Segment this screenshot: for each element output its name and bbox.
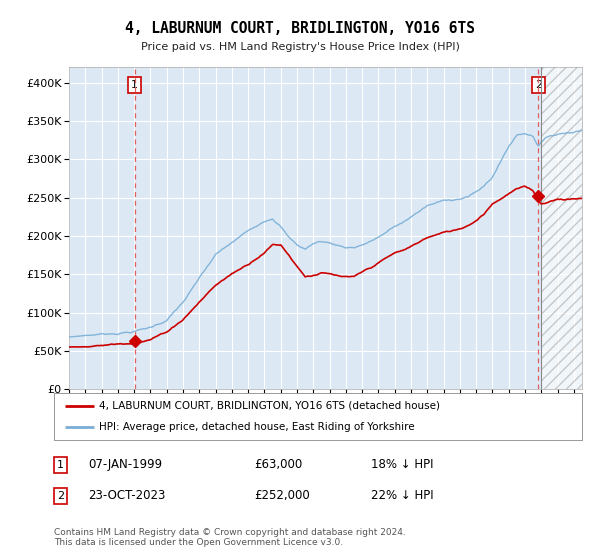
Text: 4, LABURNUM COURT, BRIDLINGTON, YO16 6TS: 4, LABURNUM COURT, BRIDLINGTON, YO16 6TS [125,21,475,36]
Bar [541,67,582,389]
Text: £252,000: £252,000 [254,489,310,502]
Text: 4, LABURNUM COURT, BRIDLINGTON, YO16 6TS (detached house): 4, LABURNUM COURT, BRIDLINGTON, YO16 6TS… [99,400,440,410]
Text: 22% ↓ HPI: 22% ↓ HPI [371,489,433,502]
Text: HPI: Average price, detached house, East Riding of Yorkshire: HPI: Average price, detached house, East… [99,422,415,432]
Text: 18% ↓ HPI: 18% ↓ HPI [371,459,433,472]
Text: 1: 1 [131,80,138,90]
Text: £63,000: £63,000 [254,459,303,472]
Text: 07-JAN-1999: 07-JAN-1999 [88,459,163,472]
Text: Price paid vs. HM Land Registry's House Price Index (HPI): Price paid vs. HM Land Registry's House … [140,41,460,52]
Text: 23-OCT-2023: 23-OCT-2023 [88,489,166,502]
Text: Contains HM Land Registry data © Crown copyright and database right 2024.
This d: Contains HM Land Registry data © Crown c… [54,528,406,547]
Bar [541,67,582,389]
Text: 2: 2 [57,491,64,501]
Text: 2: 2 [535,80,542,90]
Text: 1: 1 [57,460,64,470]
